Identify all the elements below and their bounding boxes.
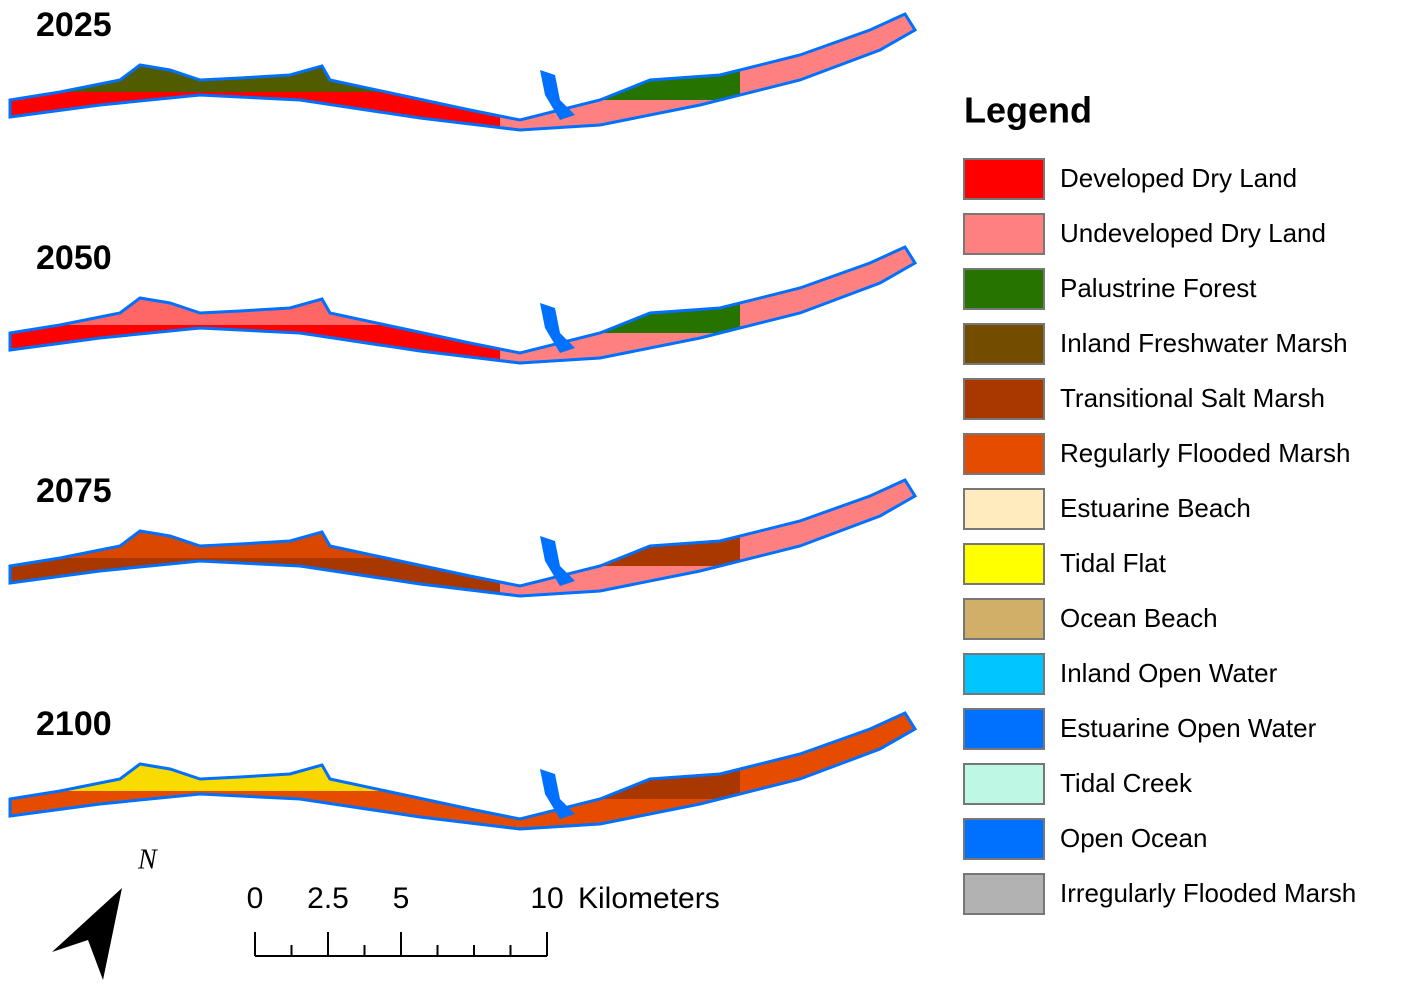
island [0,699,920,839]
legend-swatch [964,159,1044,199]
map-panel: 2050 [0,233,920,373]
year-label: 2025 [36,6,112,44]
legend-label: Palustrine Forest [1060,273,1257,303]
north-arrow [52,888,122,980]
legend-swatch [964,214,1044,254]
legend-label: Undeveloped Dry Land [1060,218,1326,248]
legend-swatch [964,544,1044,584]
year-label: 2100 [36,705,112,743]
scale-label: 10 [530,882,563,915]
legend-swatch [964,379,1044,419]
legend-label: Irregularly Flooded Marsh [1060,878,1356,908]
map-panel: 2075 [0,466,920,606]
legend-swatch [964,269,1044,309]
scale-label: 2.5 [307,882,349,915]
legend-swatch [964,599,1044,639]
legend-label: Estuarine Open Water [1060,713,1317,743]
legend-swatch [964,654,1044,694]
legend-label: Developed Dry Land [1060,163,1297,193]
legend-swatch [964,489,1044,529]
scale-label: 5 [393,882,410,915]
legend: Developed Dry Land Undeveloped Dry Land Pa… [964,159,1356,914]
island [0,233,920,373]
legend-label: Transitional Salt Marsh [1060,383,1325,413]
north-label: N [137,844,158,875]
legend-swatch [964,819,1044,859]
legend-swatch [964,434,1044,474]
year-label: 2050 [36,239,112,277]
scale-label: 0 [247,882,264,915]
panels: 2025 2050 2075 2100 [0,0,920,839]
legend-swatch [964,324,1044,364]
legend-swatch [964,874,1044,914]
legend-label: Inland Open Water [1060,658,1278,688]
legend-label: Tidal Creek [1060,768,1193,798]
island [0,0,920,140]
legend-label: Inland Freshwater Marsh [1060,328,1348,358]
map-panel: 2025 [0,0,920,140]
map: 2025 2050 2075 2100 Legend Developed Dry La… [0,0,1406,983]
legend-label: Ocean Beach [1060,603,1218,633]
legend-label: Regularly Flooded Marsh [1060,438,1350,468]
legend-label: Estuarine Beach [1060,493,1251,523]
legend-swatch [964,709,1044,749]
legend-title: Legend [964,90,1092,131]
legend-label: Tidal Flat [1060,548,1167,578]
legend-label: Open Ocean [1060,823,1207,853]
island [0,466,920,606]
scale-bar: 0 2.5 5 10 Kilometers [247,882,720,956]
legend-swatch [964,764,1044,804]
scale-unit: Kilometers [578,882,720,915]
year-label: 2075 [36,472,112,510]
map-panel: 2100 [0,699,920,839]
